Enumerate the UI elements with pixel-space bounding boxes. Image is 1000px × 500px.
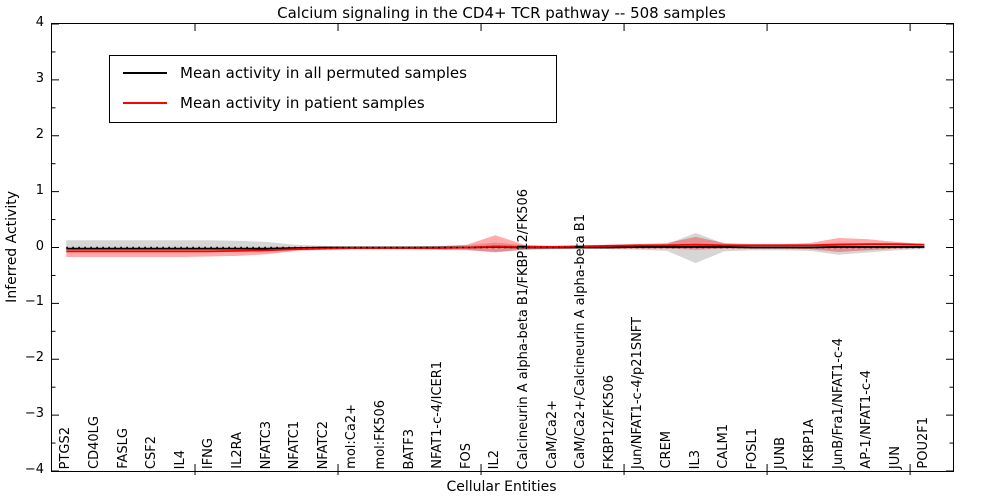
y-tick-label: 0 xyxy=(35,238,44,254)
x-axis-title: Cellular Entities xyxy=(446,479,557,495)
y-tick-label: 4 xyxy=(35,15,44,30)
x-tick-label: Calcineurin A alpha-beta B1/FKBP12/FK506 xyxy=(515,188,531,469)
legend-line-sample-black xyxy=(123,72,167,74)
y-tick-label: −3 xyxy=(24,406,44,422)
x-tick-label: NFATC1 xyxy=(287,420,303,469)
x-tick-label: PTGS2 xyxy=(58,426,74,469)
x-tick-label: IL3 xyxy=(687,449,703,469)
legend-entry-permuted: Mean activity in all permuted samples xyxy=(110,58,556,88)
legend: Mean activity in all permuted samples Me… xyxy=(109,55,557,123)
x-tick-label: IL4 xyxy=(172,449,188,469)
y-tick-label: 2 xyxy=(35,126,44,142)
y-tick-label: −4 xyxy=(24,462,44,477)
x-tick-label: FKBP1A xyxy=(801,419,817,469)
x-tick-label: CaM/Ca2+ xyxy=(544,400,560,469)
x-tick-label: JUNB xyxy=(773,437,789,469)
legend-label: Mean activity in all permuted samples xyxy=(180,64,467,82)
x-tick-label: CD40LG xyxy=(86,416,102,469)
y-tick-label: −2 xyxy=(24,350,44,366)
plot-area: PTGS2 CD40LG FASLG CSF2 IL4 IFNG IL2RA NFATC3 NF… xyxy=(51,23,954,475)
x-tick-label: JUN xyxy=(887,445,903,469)
legend-entry-patient: Mean activity in patient samples xyxy=(110,88,556,118)
x-tick-label: NFAT1-c-4/ICER1 xyxy=(430,361,446,469)
x-tick-label: NFATC3 xyxy=(258,420,274,469)
x-tick-label: IFNG xyxy=(201,437,217,469)
x-tick-label: JunB/Fra1/NFAT1-c-4 xyxy=(830,337,846,469)
x-tick-label: CSF2 xyxy=(144,435,160,469)
x-tick-label: CREM xyxy=(658,431,674,469)
x-tick-label: NFATC2 xyxy=(315,420,331,469)
band-0 xyxy=(66,232,925,264)
x-tick-label: CaM/Ca2+/Calcineurin A alpha-beta B1 xyxy=(573,214,589,469)
mean-line-1 xyxy=(66,243,925,253)
x-tick-label: Jun/NFAT1-c-4/p21SNFT xyxy=(630,317,646,469)
x-tick-label: IL2RA xyxy=(229,432,245,469)
legend-line-sample-red xyxy=(123,102,167,104)
x-tick-label: mol:Ca2+ xyxy=(344,404,360,469)
chart-title: Calcium signaling in the CD4+ TCR pathwa… xyxy=(277,4,726,22)
x-tick-label: IL2 xyxy=(487,449,503,469)
legend-label: Mean activity in patient samples xyxy=(180,94,425,112)
y-tick-label: 3 xyxy=(35,70,44,86)
x-tick-label: FOS xyxy=(458,443,474,469)
x-tick-label: FOSL1 xyxy=(744,427,760,469)
x-tick-label: BATF3 xyxy=(401,428,417,470)
y-tick-label: 1 xyxy=(35,182,44,198)
x-tick-label: CALM1 xyxy=(716,424,732,469)
y-tick-label: −1 xyxy=(24,294,44,310)
x-tick-label: FASLG xyxy=(115,428,131,469)
x-tick-label: FKBP12/FK506 xyxy=(601,374,617,470)
x-tick-label: AP-1/NFAT1-c-4 xyxy=(859,370,875,469)
chart-canvas xyxy=(52,23,953,475)
x-tick-label: POU2F1 xyxy=(916,417,932,469)
x-tick-label: mol:FK506 xyxy=(372,399,388,469)
